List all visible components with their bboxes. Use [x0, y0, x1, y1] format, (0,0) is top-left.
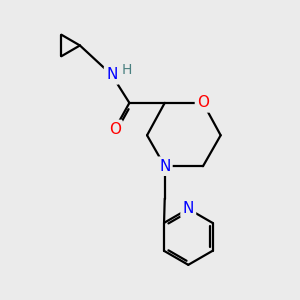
Text: N: N — [159, 159, 170, 174]
Text: O: O — [109, 122, 121, 137]
Text: N: N — [183, 201, 194, 216]
Text: N: N — [106, 68, 117, 82]
Text: O: O — [197, 95, 209, 110]
Text: H: H — [122, 63, 132, 76]
